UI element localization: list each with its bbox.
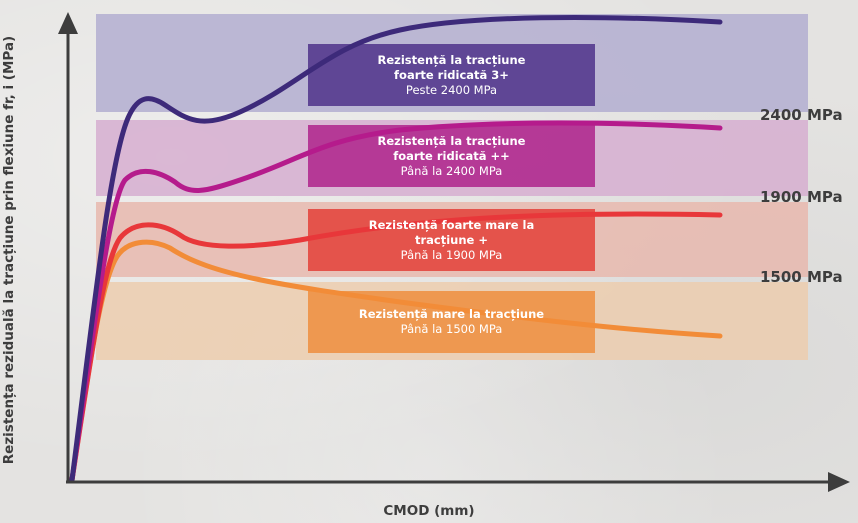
curve-1plus (69, 211, 723, 483)
band-2plus-title: Rezistență la tracțiune foarte ridicată … (377, 133, 526, 163)
band-1plus-subtitle: Până la 1900 MPa (400, 247, 503, 262)
band-3plus-title: Rezistență la tracțiune foarte ridicată … (377, 52, 526, 82)
curve-3plus (69, 14, 723, 483)
band-3plus-subtitle: Peste 2400 MPa (405, 82, 498, 97)
curve-high (69, 239, 723, 483)
threshold-1900: 1900 MPa (760, 188, 843, 206)
band-3plus-label-box (308, 44, 595, 106)
curve-2plus (69, 120, 723, 483)
band-2plus-subtitle: Până la 2400 MPa (400, 163, 503, 178)
band-2plus-label: Rezistență la tracțiune foarte ridicată … (308, 125, 595, 187)
band-high-label: Rezistență mare la tracțiune Până la 1500… (308, 291, 595, 353)
y-axis-arrow-icon (58, 12, 78, 34)
threshold-2400: 2400 MPa (760, 106, 843, 124)
x-axis-arrow-icon (828, 472, 850, 492)
band-1plus-label: Rezistență foarte mare la tracțiune + Pân… (308, 209, 595, 271)
x-axis-label: CMOD (mm) (383, 503, 475, 519)
band-high-subtitle: Până la 1500 MPa (400, 322, 503, 336)
y-axis-label: Rezistența reziduală la tracțiune prin f… (1, 35, 17, 465)
threshold-1500: 1500 MPa (760, 268, 843, 286)
band-high-title: Rezistență mare la tracțiune (358, 307, 545, 321)
band-1plus-title: Rezistență foarte mare la tracțiune + (368, 217, 535, 247)
band-3plus-label: Rezistență la tracțiune foarte ridicată … (308, 44, 595, 106)
